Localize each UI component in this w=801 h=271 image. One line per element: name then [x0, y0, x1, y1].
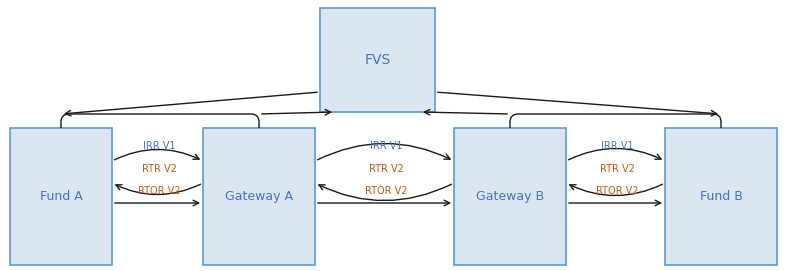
- Text: Gateway B: Gateway B: [476, 190, 544, 203]
- Text: RTOR V2: RTOR V2: [139, 186, 181, 196]
- Text: Fund A: Fund A: [39, 190, 83, 203]
- Text: FVS: FVS: [364, 53, 391, 67]
- Text: RTOR V2: RTOR V2: [365, 186, 408, 196]
- Text: RTR V2: RTR V2: [369, 164, 404, 174]
- Text: IRR V1: IRR V1: [143, 141, 175, 151]
- Text: IRR V1: IRR V1: [370, 141, 403, 151]
- FancyBboxPatch shape: [665, 128, 777, 265]
- Text: IRR V1: IRR V1: [602, 141, 634, 151]
- FancyBboxPatch shape: [454, 128, 566, 265]
- FancyBboxPatch shape: [320, 8, 435, 112]
- Text: RTR V2: RTR V2: [142, 164, 177, 174]
- Text: RTOR V2: RTOR V2: [596, 186, 638, 196]
- FancyBboxPatch shape: [203, 128, 315, 265]
- FancyBboxPatch shape: [10, 128, 112, 265]
- Text: Gateway A: Gateway A: [225, 190, 293, 203]
- Text: Fund B: Fund B: [699, 190, 743, 203]
- Text: RTR V2: RTR V2: [600, 164, 635, 174]
